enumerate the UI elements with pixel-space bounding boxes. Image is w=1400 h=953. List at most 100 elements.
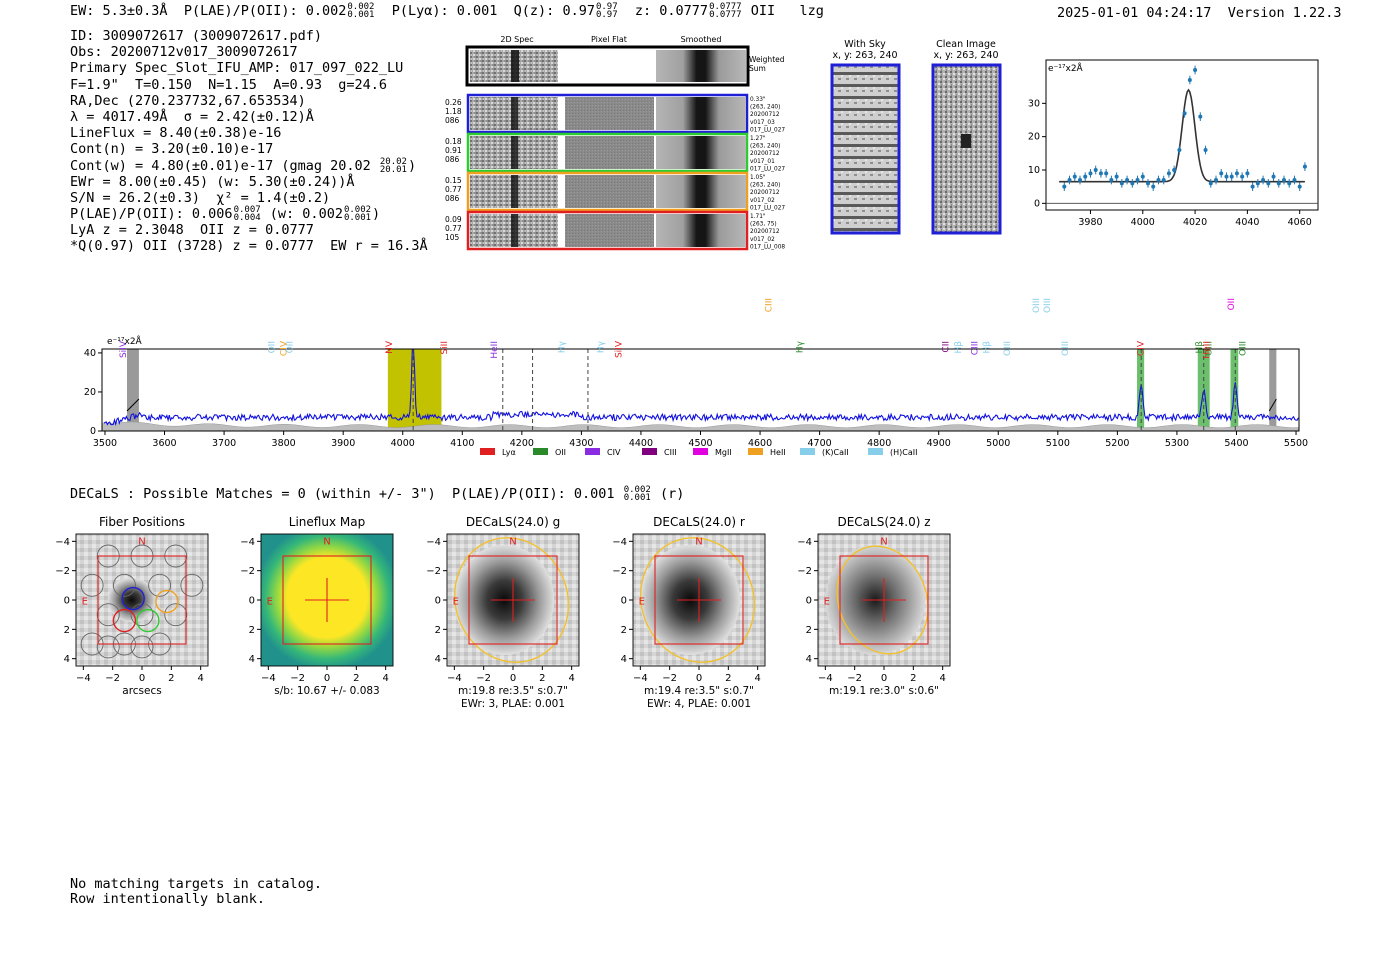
cutout-row-0-left-1: 1.18 xyxy=(445,107,462,116)
fit-point-4 xyxy=(1083,174,1088,179)
fit-point-45 xyxy=(1297,184,1302,189)
decals-panel-2-caption-2: EWr: 3, PLAE: 0.001 xyxy=(461,698,565,710)
spectrum-xtick-label-17: 5200 xyxy=(1105,438,1129,449)
decals-panel-0-xtick-label-0: −4 xyxy=(76,673,91,684)
spectrum-xtick-label-3: 3800 xyxy=(272,438,296,449)
decals-panel-2-ytick-label-1: 2 xyxy=(435,625,441,636)
legend-label-1: OII xyxy=(555,448,566,457)
legend-swatch-6 xyxy=(800,448,815,455)
spectrum-line-id-15: Hβ xyxy=(982,341,992,354)
decals-panel-0-ytick-label-3: −2 xyxy=(55,566,70,577)
fit-point-6 xyxy=(1093,168,1098,172)
cutout-row-3-right-4: 017_LU_008 xyxy=(750,244,785,250)
spectrum-line-id-3: OII xyxy=(286,341,296,353)
fit-point-12 xyxy=(1125,178,1130,182)
decals-panel-1-caption-1: s/b: 10.67 +/- 0.083 xyxy=(274,685,379,697)
line-fit-plot: 3980 4000 4020 4040 4060 0 10 20 30 xyxy=(1028,59,1319,228)
cutout-row-3-smoothed xyxy=(656,214,746,247)
fit-point-41 xyxy=(1276,181,1281,186)
cutout-row-3-right-0: 1.71" xyxy=(750,214,766,220)
decals-panels: Fiber Positions N E −4 4 −2 2 0 0 2 −2 4 −4 arcsecs Li… xyxy=(55,515,951,710)
info-contw-lo: 20.01 xyxy=(379,164,407,175)
decals-panel-1-ytick-label-2: 0 xyxy=(249,596,255,607)
legend-swatch-4 xyxy=(693,448,708,455)
cutout-row-1-right-3: v017_01 xyxy=(750,159,775,165)
spectrum-line-id-12: CII xyxy=(941,341,951,353)
fit-xtick-label-3: 4040 xyxy=(1235,217,1259,228)
cutout-row-1-left-1: 0.91 xyxy=(445,146,462,155)
spectrum-xtick-label-15: 5000 xyxy=(986,438,1010,449)
fit-point-13 xyxy=(1130,181,1135,186)
spectrum-legend: Lyα OII CIV CIII MgII HeII (K)CaII (H)CaII xyxy=(480,448,917,457)
catalog-note: No matching targets in catalog. Row inte… xyxy=(70,877,322,907)
decals-panel-3-box xyxy=(654,555,744,645)
decals-panel-2-ytick-label-0: 4 xyxy=(435,654,441,665)
fit-point-30 xyxy=(1219,171,1224,176)
fit-point-23 xyxy=(1182,111,1187,116)
spectrum-xtick-label-12: 4700 xyxy=(808,438,832,449)
full-spectrum-panel: 3500 3600 3700 3800 3900 4000 4100 4200 4300 4400… xyxy=(84,298,1308,457)
fiber-highlight-2 xyxy=(136,608,160,633)
fiber-circle-6 xyxy=(180,573,204,597)
decals-panel-0-ytick-label-4: −4 xyxy=(55,537,70,548)
decals-panel-1-east: E xyxy=(267,596,273,607)
decals-panel-0-ytick-label-0: 4 xyxy=(64,654,70,665)
cutout-row-0-left-0: 0.26 xyxy=(445,98,462,107)
info-sn: S/N = 26.2(±0.3) χ² = 1.4(±0.2) xyxy=(70,189,331,206)
header-qz: Q(z): 0.97 xyxy=(513,3,595,19)
cutout-row-3-right-3: v017_02 xyxy=(750,237,775,243)
cutout-row-3-2d-line xyxy=(511,214,518,247)
cutout-row-2-smoothed xyxy=(656,175,746,208)
decals-plae-hi: 0.002 xyxy=(623,485,651,495)
with-sky-xy: x, y: 263, 240 xyxy=(832,50,897,61)
decals-panel-4-title: DECaLS(24.0) z xyxy=(837,515,930,529)
cutout-row-3-left-2: 105 xyxy=(445,233,460,242)
legend-swatch-5 xyxy=(748,448,763,455)
cutout-row-1-2d-line xyxy=(511,136,518,169)
decals-panel-4-ytick-label-4: −4 xyxy=(797,537,812,548)
decals-panel-3-east: E xyxy=(639,596,645,607)
header-flag: lzg xyxy=(799,3,824,19)
catalog-note-line-1: No matching targets in catalog. xyxy=(70,876,322,892)
header-z-hi: 0.0777 xyxy=(709,2,742,12)
fit-xtick-label-2: 4020 xyxy=(1183,217,1207,228)
decals-panel-2-xtick-label-3: 2 xyxy=(539,673,545,684)
header-z-line: OII xyxy=(750,3,776,19)
spectrum-line-id-0: SiIV xyxy=(119,340,129,358)
spectrum-line-id-24: OIII xyxy=(1238,341,1248,356)
cutout-row-2-left-1: 0.77 xyxy=(445,185,462,194)
spectrum-masked-hatch-0 xyxy=(126,398,140,412)
decals-panel-group: Fiber Positions N E −4 4 −2 2 0 0 2 −2 4 −4 arcsecs Li… xyxy=(55,515,951,710)
timestamp: 2025-01-01 04:24:17 xyxy=(1057,5,1212,21)
spectrum-line-id-2: CIV xyxy=(280,340,290,356)
header-plya: P(Lyα): 0.001 xyxy=(391,3,498,19)
spectrum-line-id-10: CIII xyxy=(764,298,774,312)
info-id: ID: 3009072617 (3009072617.pdf) xyxy=(70,28,322,44)
fit-point-19 xyxy=(1161,178,1166,182)
fiber-circle-7 xyxy=(96,603,120,627)
info-plae: P(LAE)/P(OII): 0.006 xyxy=(70,206,233,223)
spectrum-line-id-21: Hβ xyxy=(1195,341,1205,354)
fit-point-7 xyxy=(1098,171,1103,176)
version: Version 1.22.3 xyxy=(1227,5,1342,21)
spectrum-xtick-label-5: 4000 xyxy=(391,438,415,449)
legend-label-2: CIV xyxy=(607,448,621,457)
spectrum-xtick-label-13: 4800 xyxy=(867,438,891,449)
decals-panel-4-east: E xyxy=(824,596,830,607)
info-primary: Primary Spec_Slot_IFU_AMP: 017_097_022_L… xyxy=(70,60,404,77)
decals-panel-2-caption-1: m:19.8 re:3.5" s:0.7" xyxy=(458,685,568,697)
spectrum-line-id-23: OII xyxy=(1227,298,1237,310)
decals-panel-3-ytick-label-3: −2 xyxy=(612,566,627,577)
decals-panel-2-ytick-label-3: −2 xyxy=(426,566,441,577)
info-contw: Cont(w) = 4.80(±0.01)e-17 (gmag 20.02 xyxy=(70,157,371,174)
spectrum-line-id-4: NV xyxy=(385,340,395,354)
decals-panel-2-xtick-label-0: −4 xyxy=(447,673,462,684)
cutout-row-0-left-2: 086 xyxy=(445,116,460,125)
weighted-label-1: Weighted xyxy=(749,55,785,64)
fiber-highlight-1 xyxy=(112,608,137,633)
line-fit-panel: 3980 4000 4020 4040 4060 0 10 20 30 e⁻¹⁷x2Å xyxy=(1028,59,1319,228)
fiber-circle-13 xyxy=(96,635,120,659)
spectrum-line-id-18: OIII xyxy=(1043,298,1053,313)
clean-image-source xyxy=(961,134,971,148)
fit-point-42 xyxy=(1282,178,1286,182)
